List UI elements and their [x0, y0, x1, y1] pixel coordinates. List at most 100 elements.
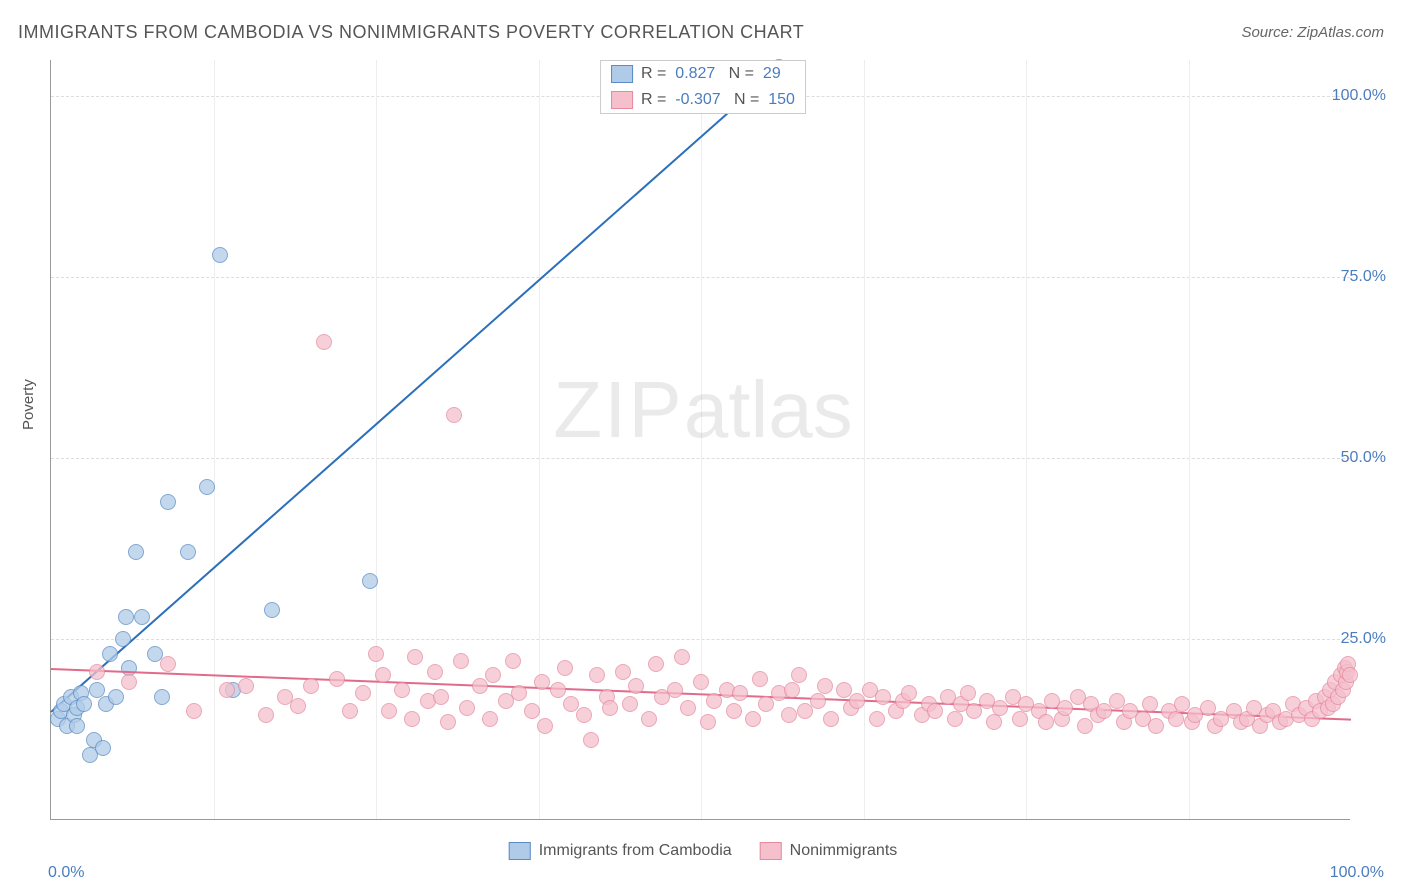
- marker-nonimmigrants: [602, 700, 618, 716]
- marker-nonimmigrants: [375, 667, 391, 683]
- marker-nonimmigrants: [680, 700, 696, 716]
- y-tick-label: 100.0%: [1332, 87, 1386, 105]
- legend-swatch: [509, 842, 531, 860]
- marker-nonimmigrants: [407, 649, 423, 665]
- marker-immigrants: [212, 247, 228, 263]
- legend-swatch-nonimmigrants: [611, 91, 633, 109]
- marker-nonimmigrants: [817, 678, 833, 694]
- x-tick-max: 100.0%: [1330, 864, 1384, 882]
- legend-row-nonimmigrants: R = -0.307 N = 150: [601, 87, 805, 113]
- marker-nonimmigrants: [557, 660, 573, 676]
- plot-area: [50, 60, 1350, 820]
- marker-nonimmigrants: [1012, 711, 1028, 727]
- marker-nonimmigrants: [791, 667, 807, 683]
- marker-nonimmigrants: [511, 685, 527, 701]
- marker-nonimmigrants: [628, 678, 644, 694]
- marker-nonimmigrants: [1038, 714, 1054, 730]
- gridline-v: [701, 60, 702, 819]
- marker-immigrants: [89, 682, 105, 698]
- marker-nonimmigrants: [810, 693, 826, 709]
- legend-row-immigrants: R = 0.827 N = 29: [601, 61, 805, 87]
- marker-nonimmigrants: [648, 656, 664, 672]
- marker-nonimmigrants: [316, 334, 332, 350]
- marker-nonimmigrants: [667, 682, 683, 698]
- marker-immigrants: [108, 689, 124, 705]
- gridline-v: [539, 60, 540, 819]
- marker-nonimmigrants: [674, 649, 690, 665]
- gridline-v: [214, 60, 215, 819]
- marker-nonimmigrants: [966, 703, 982, 719]
- marker-nonimmigrants: [534, 674, 550, 690]
- marker-nonimmigrants: [1142, 696, 1158, 712]
- marker-nonimmigrants: [446, 407, 462, 423]
- marker-immigrants: [180, 544, 196, 560]
- marker-nonimmigrants: [1096, 703, 1112, 719]
- marker-nonimmigrants: [992, 700, 1008, 716]
- marker-nonimmigrants: [186, 703, 202, 719]
- marker-nonimmigrants: [485, 667, 501, 683]
- marker-nonimmigrants: [342, 703, 358, 719]
- marker-nonimmigrants: [960, 685, 976, 701]
- marker-nonimmigrants: [700, 714, 716, 730]
- marker-nonimmigrants: [781, 707, 797, 723]
- marker-immigrants: [128, 544, 144, 560]
- marker-nonimmigrants: [784, 682, 800, 698]
- marker-nonimmigrants: [947, 711, 963, 727]
- marker-nonimmigrants: [524, 703, 540, 719]
- marker-nonimmigrants: [329, 671, 345, 687]
- marker-nonimmigrants: [537, 718, 553, 734]
- chart-title: IMMIGRANTS FROM CAMBODIA VS NONIMMIGRANT…: [18, 22, 804, 43]
- marker-nonimmigrants: [472, 678, 488, 694]
- marker-nonimmigrants: [482, 711, 498, 727]
- correlation-legend: R = 0.827 N = 29 R = -0.307 N = 150: [600, 60, 806, 114]
- legend-label: Immigrants from Cambodia: [539, 842, 732, 860]
- marker-nonimmigrants: [745, 711, 761, 727]
- marker-nonimmigrants: [427, 664, 443, 680]
- marker-immigrants: [118, 609, 134, 625]
- marker-nonimmigrants: [290, 698, 306, 714]
- marker-nonimmigrants: [381, 703, 397, 719]
- marker-nonimmigrants: [875, 689, 891, 705]
- gridline-v: [864, 60, 865, 819]
- marker-nonimmigrants: [693, 674, 709, 690]
- legend-swatch-immigrants: [611, 65, 633, 83]
- marker-nonimmigrants: [583, 732, 599, 748]
- marker-nonimmigrants: [927, 703, 943, 719]
- marker-nonimmigrants: [219, 682, 235, 698]
- marker-nonimmigrants: [849, 693, 865, 709]
- marker-nonimmigrants: [394, 682, 410, 698]
- marker-immigrants: [160, 494, 176, 510]
- marker-nonimmigrants: [368, 646, 384, 662]
- marker-immigrants: [76, 696, 92, 712]
- marker-immigrants: [199, 479, 215, 495]
- legend-stats-immigrants: R = 0.827 N = 29: [641, 65, 781, 83]
- marker-nonimmigrants: [121, 674, 137, 690]
- marker-nonimmigrants: [238, 678, 254, 694]
- marker-nonimmigrants: [706, 693, 722, 709]
- marker-nonimmigrants: [615, 664, 631, 680]
- marker-nonimmigrants: [622, 696, 638, 712]
- marker-nonimmigrants: [986, 714, 1002, 730]
- marker-immigrants: [264, 602, 280, 618]
- marker-nonimmigrants: [550, 682, 566, 698]
- marker-nonimmigrants: [433, 689, 449, 705]
- marker-nonimmigrants: [797, 703, 813, 719]
- marker-immigrants: [95, 740, 111, 756]
- marker-nonimmigrants: [303, 678, 319, 694]
- marker-nonimmigrants: [1077, 718, 1093, 734]
- marker-nonimmigrants: [459, 700, 475, 716]
- marker-nonimmigrants: [1057, 700, 1073, 716]
- legend-label: Nonimmigrants: [790, 842, 898, 860]
- gridline-v: [376, 60, 377, 819]
- marker-immigrants: [362, 573, 378, 589]
- marker-nonimmigrants: [576, 707, 592, 723]
- marker-nonimmigrants: [1168, 711, 1184, 727]
- y-axis-label: Poverty: [20, 379, 37, 430]
- legend-stats-nonimmigrants: R = -0.307 N = 150: [641, 91, 795, 109]
- trend-line-immigrants: [50, 67, 779, 713]
- marker-nonimmigrants: [758, 696, 774, 712]
- marker-nonimmigrants: [453, 653, 469, 669]
- marker-nonimmigrants: [901, 685, 917, 701]
- marker-nonimmigrants: [589, 667, 605, 683]
- series-legend: Immigrants from Cambodia Nonimmigrants: [509, 842, 898, 860]
